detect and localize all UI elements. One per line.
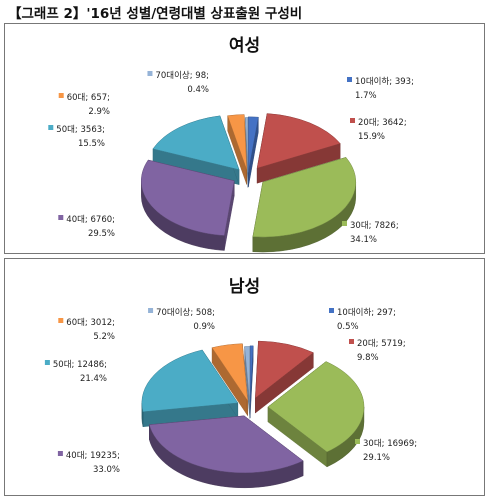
- data-label-percent: 34.1%: [350, 235, 377, 245]
- data-label-percent: 5.2%: [93, 332, 115, 342]
- data-label-line: 10대이하; 393;: [355, 76, 414, 87]
- pie-slice: [152, 115, 240, 170]
- data-label-percent: 15.9%: [358, 132, 385, 142]
- data-label-percent: 29.1%: [363, 453, 390, 463]
- chart-panel-female: 여성 10대이하; 393; 1.7% 20대; 3642; 15.9% 30대; 78…: [4, 23, 485, 254]
- male-pie-chart: 남성 10대이하; 297; 0.5% 20대; 5719; 9.8% 30대; 169…: [44, 277, 417, 489]
- pie-slice: [255, 340, 314, 399]
- data-label: 30대; 7826; 34.1%: [342, 221, 399, 245]
- data-label-percent: 2.9%: [88, 107, 110, 117]
- data-label-line: 40대; 6760;: [66, 215, 115, 225]
- legend-marker: [349, 339, 354, 344]
- data-label-line: 60대; 3012;: [66, 318, 115, 328]
- data-label-line: 20대; 5719;: [357, 339, 406, 349]
- data-label-percent: 0.4%: [187, 85, 209, 95]
- data-label: 40대; 19235; 33.0%: [57, 451, 120, 475]
- data-label-percent: 29.5%: [88, 229, 115, 239]
- data-label: 30대; 16969; 29.1%: [355, 439, 417, 463]
- data-label-text: 10대이하; 393; 1.7%: [355, 76, 414, 101]
- legend-marker: [58, 215, 64, 220]
- data-label-line: 50대; 3563;: [56, 125, 105, 135]
- data-label-line: 10대이하; 297;: [337, 307, 396, 318]
- chart-panel-male: 남성 10대이하; 297; 0.5% 20대; 5719; 9.8% 30대; 169…: [4, 258, 485, 496]
- data-label-percent: 33.0%: [93, 465, 120, 475]
- data-label-text: 70대이상; 98; 0.4%: [155, 70, 209, 95]
- legend-marker: [347, 77, 352, 82]
- legend-marker: [48, 125, 54, 130]
- data-label-text: 20대; 3642; 15.9%: [358, 118, 407, 142]
- data-label-text: 20대; 5719; 9.8%: [357, 339, 406, 363]
- legend-marker: [147, 71, 153, 76]
- pie-slice: [249, 345, 254, 403]
- data-label: 40대; 6760; 29.5%: [58, 215, 115, 239]
- data-label-text: 50대; 12486; 21.4%: [53, 360, 107, 384]
- legend-marker: [57, 451, 63, 456]
- data-label: 70대이상; 508; 0.9%: [148, 307, 215, 332]
- data-label-percent: 1.7%: [355, 91, 377, 101]
- data-label-line: 60대; 657;: [67, 93, 110, 103]
- legend-marker: [58, 318, 64, 323]
- data-label-text: 50대; 3563; 15.5%: [56, 125, 105, 149]
- data-label-line: 30대; 7826;: [350, 221, 399, 231]
- pie-slice: [252, 157, 356, 238]
- legend-marker: [58, 93, 64, 98]
- data-label: 50대; 12486; 21.4%: [44, 360, 107, 384]
- data-label-line: 40대; 19235;: [66, 451, 120, 461]
- data-label: 20대; 3642; 15.9%: [350, 118, 407, 142]
- pie-slice: [227, 114, 247, 170]
- pie-slice: [245, 117, 249, 173]
- chart-title: 남성: [229, 277, 260, 297]
- legend-marker: [350, 118, 355, 123]
- data-label-percent: 0.5%: [337, 322, 359, 332]
- data-label-line: 70대이상; 98;: [155, 70, 209, 81]
- data-label-text: 30대; 7826; 34.1%: [350, 221, 399, 245]
- data-label: 60대; 657; 2.9%: [58, 93, 110, 117]
- pie-slice: [248, 116, 259, 172]
- pie-slice: [141, 349, 239, 413]
- data-label-line: 70대이상; 508;: [156, 307, 215, 318]
- data-label-text: 10대이하; 297; 0.5%: [337, 307, 396, 332]
- female-pie-chart: 여성 10대이하; 393; 1.7% 20대; 3642; 15.9% 30대; 78…: [48, 36, 414, 253]
- data-label-line: 30대; 16969;: [363, 439, 417, 449]
- data-label-text: 40대; 6760; 29.5%: [66, 215, 115, 239]
- data-label-text: 60대; 3012; 5.2%: [66, 318, 115, 342]
- data-label: 10대이하; 393; 1.7%: [347, 76, 414, 101]
- data-label-percent: 21.4%: [80, 374, 107, 384]
- data-label-text: 60대; 657; 2.9%: [67, 93, 110, 117]
- data-label-percent: 0.9%: [193, 322, 215, 332]
- data-label-line: 20대; 3642;: [358, 118, 407, 128]
- pie-slice: [256, 113, 341, 169]
- data-label: 60대; 3012; 5.2%: [58, 318, 115, 342]
- data-label-percent: 15.5%: [78, 139, 105, 149]
- pie-slice: [141, 159, 235, 236]
- pie-slice: [211, 343, 248, 401]
- data-label: 50대; 3563; 15.5%: [48, 125, 105, 149]
- legend-marker: [342, 221, 347, 226]
- data-label: 70대이상; 98; 0.4%: [147, 70, 209, 95]
- legend-marker: [44, 360, 50, 365]
- data-label-text: 70대이상; 508; 0.9%: [156, 307, 215, 332]
- legend-marker: [355, 439, 360, 444]
- page-title: 【그래프 2】'16년 성별/연령대별 상표출원 구성비: [8, 6, 303, 22]
- legend-marker: [329, 308, 334, 313]
- pie-slice: [267, 361, 365, 453]
- data-label-percent: 9.8%: [357, 353, 379, 363]
- data-label-text: 40대; 19235; 33.0%: [66, 451, 120, 475]
- pie-slice: [244, 346, 251, 404]
- data-label-text: 30대; 16969; 29.1%: [363, 439, 417, 463]
- legend-marker: [148, 308, 154, 313]
- data-label: 20대; 5719; 9.8%: [349, 339, 406, 363]
- data-label-line: 50대; 12486;: [53, 360, 107, 370]
- chart-title: 여성: [229, 36, 260, 56]
- data-label: 10대이하; 297; 0.5%: [329, 307, 396, 332]
- pie-slice: [148, 415, 304, 474]
